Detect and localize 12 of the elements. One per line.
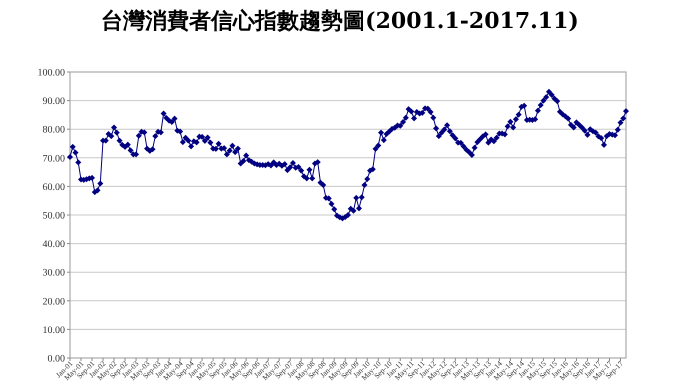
chart-title: 台灣消費者信心指數趨勢圖(2001.1-2017.11) — [101, 8, 579, 34]
y-tick-label: 40.00 — [42, 239, 65, 250]
y-tick-label: 10.00 — [42, 324, 65, 336]
y-tick-label: 60.00 — [42, 182, 65, 193]
y-tick-label: 80.00 — [42, 124, 65, 136]
y-tick-label: 30.00 — [42, 268, 65, 279]
y-tick-label: 100.00 — [38, 68, 65, 78]
y-tick-label: 50.00 — [42, 210, 65, 222]
y-tick-label: 90.00 — [42, 96, 65, 108]
y-tick-label: 0.00 — [48, 354, 65, 364]
y-tick-label: 20.00 — [42, 296, 65, 308]
y-tick-label: 70.00 — [42, 153, 65, 164]
